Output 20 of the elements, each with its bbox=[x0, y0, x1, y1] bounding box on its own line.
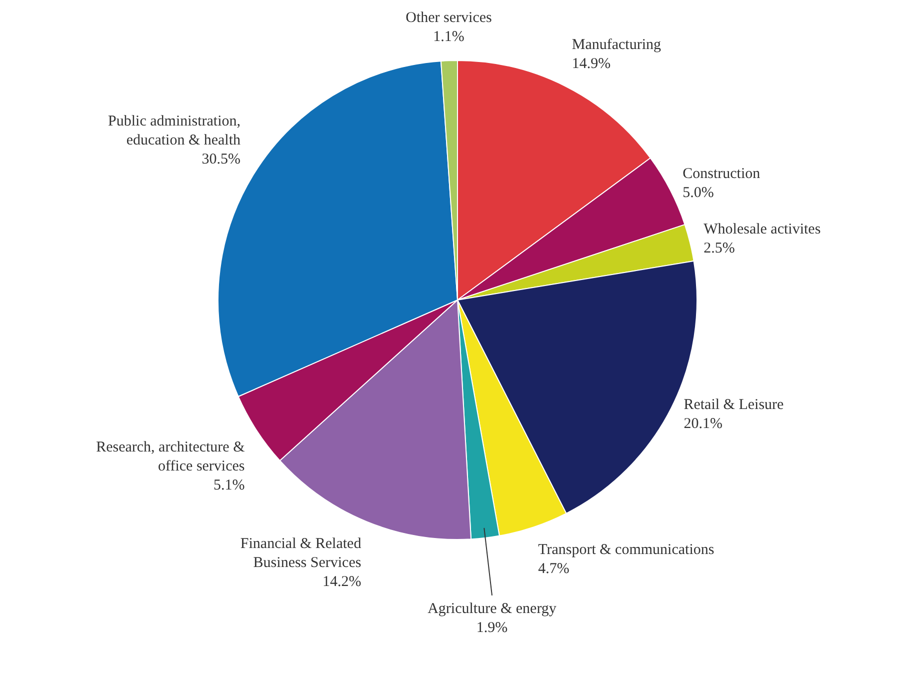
slice-label: Wholesale activites bbox=[704, 222, 821, 238]
data-label: 5.1% bbox=[214, 477, 245, 494]
data-label: 14.2% bbox=[322, 574, 362, 590]
data-label: 20.1% bbox=[684, 416, 722, 432]
slice-label: Manufacturing bbox=[572, 37, 662, 54]
slice-label: Transport & communications bbox=[538, 542, 714, 558]
data-label: 4.7% bbox=[538, 560, 570, 577]
data-label: 2.5% bbox=[704, 240, 735, 257]
data-label: 1.9% bbox=[476, 620, 508, 636]
data-label: 5.0% bbox=[682, 184, 714, 201]
slice-label: Construction bbox=[682, 166, 761, 182]
data-label: 14.9% bbox=[572, 56, 611, 72]
slice-label: Financial & Related Business Services bbox=[240, 536, 362, 571]
slice-label: Public administration, education & health bbox=[108, 113, 242, 148]
data-label: 30.5% bbox=[202, 151, 241, 168]
slice-label: Other services bbox=[406, 10, 492, 26]
data-label: 1.1% bbox=[433, 29, 464, 46]
slice-label: Research, architecture & office services bbox=[96, 439, 246, 474]
slice-label: Agriculture & energy bbox=[428, 600, 557, 617]
slice-label: Retail & Leisure bbox=[684, 396, 784, 413]
